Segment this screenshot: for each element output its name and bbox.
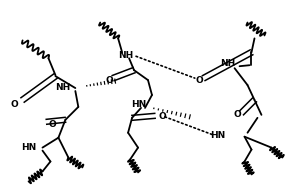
Text: HN: HN: [132, 100, 147, 109]
Text: O: O: [49, 120, 56, 129]
Text: HN: HN: [21, 143, 36, 152]
Text: NH: NH: [118, 51, 134, 60]
Text: NH: NH: [55, 83, 70, 91]
Text: HN: HN: [210, 131, 225, 140]
Text: O: O: [196, 76, 204, 85]
Text: O: O: [11, 100, 18, 109]
Text: O: O: [234, 110, 241, 119]
Text: O: O: [158, 112, 166, 121]
Text: O: O: [105, 76, 113, 85]
Text: NH: NH: [220, 59, 235, 68]
